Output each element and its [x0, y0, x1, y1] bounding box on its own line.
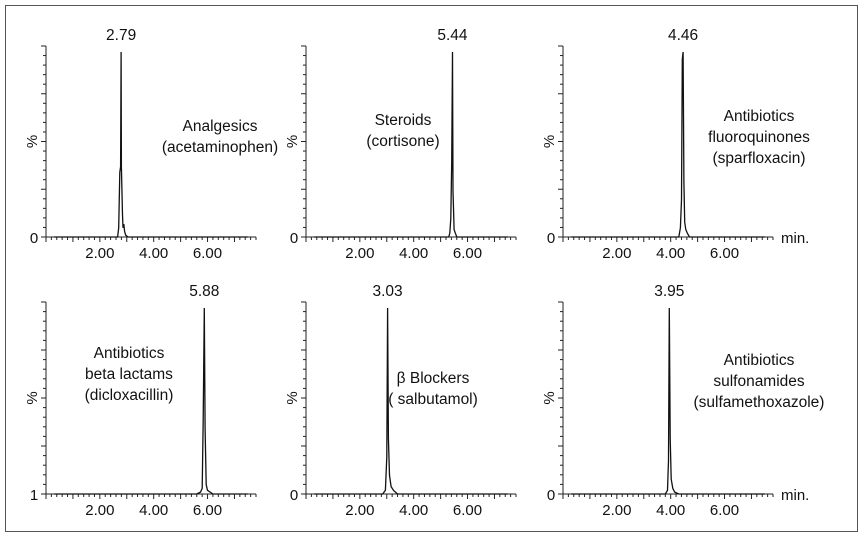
compound-label-line: (acetaminophen) [162, 139, 278, 156]
x-tick-label: 6.00 [193, 502, 222, 519]
x-tick-label: 4.00 [139, 245, 168, 262]
chart-panel-4: 2.00 4.00 6.00 1% 5.88 Antibiotics beta lactam… [24, 283, 256, 519]
x-tick-label: 6.00 [453, 502, 482, 519]
x-tick-label: 4.00 [656, 502, 685, 519]
x-unit-label: min. [781, 487, 809, 504]
y-origin-label: 1 [30, 487, 38, 504]
compound-label-line: β Blockers [397, 370, 470, 387]
compound-label-line: Antibiotics [94, 345, 165, 362]
chart-panel-6: 2.00 4.00 6.00 0% min. 3.95 Antibiotics sulfona… [541, 283, 824, 519]
x-unit-label: min. [781, 230, 809, 247]
x-tick-label: 4.00 [399, 502, 428, 519]
compound-label-line: Antibiotics [724, 108, 795, 125]
peak-retention-label: 4.46 [668, 27, 698, 44]
chart-panel-2: 2.00 4.00 6.00 0% 5.44 Steroids (cortisone) [284, 27, 516, 262]
x-tick-label: 2.00 [345, 502, 374, 519]
x-tick-label: 6.00 [193, 245, 222, 262]
chart-panel-3: 2.00 4.00 6.00 0% min. 4.46 Antibiotics fluoroq… [541, 27, 810, 262]
compound-label-line: (dicloxacillin) [85, 387, 174, 404]
compound-label-line: (cortisone) [366, 133, 439, 150]
peak-retention-label: 3.03 [372, 283, 402, 300]
peak-retention-label: 2.79 [106, 27, 136, 44]
peak-retention-label: 5.44 [437, 27, 468, 44]
y-axis-label: % [541, 135, 558, 148]
compound-label-line: (sparfloxacin) [712, 150, 805, 167]
x-tick-label: 6.00 [710, 245, 739, 262]
compound-label-line: (sulfamethoxazole) [694, 394, 825, 411]
chromatogram-figure: 2.00 4.00 6.00 0% 2.79 Analgesics (acetaminoph… [6, 6, 857, 531]
chart-panel-1: 2.00 4.00 6.00 0% 2.79 Analgesics (acetaminoph… [24, 27, 278, 262]
peak-retention-label: 3.95 [654, 283, 684, 300]
y-axis-label: % [284, 391, 301, 404]
x-tick-label: 2.00 [602, 502, 631, 519]
y-origin-label: 0 [30, 230, 38, 247]
x-tick-label: 4.00 [139, 502, 168, 519]
compound-label-line: Analgesics [183, 118, 258, 135]
compound-label-line: Steroids [375, 112, 432, 129]
x-tick-label: 6.00 [710, 502, 739, 519]
compound-label-line: ( salbutamol) [388, 391, 478, 408]
compound-label-line: sulfonamides [713, 373, 805, 390]
x-tick-label: 4.00 [656, 245, 685, 262]
y-axis-label: % [24, 135, 41, 148]
y-origin-label: 0 [547, 230, 555, 247]
x-tick-label: 2.00 [602, 245, 631, 262]
x-tick-label: 2.00 [345, 245, 374, 262]
x-tick-label: 4.00 [399, 245, 428, 262]
y-axis-label: % [541, 391, 558, 404]
x-tick-label: 6.00 [453, 245, 482, 262]
y-axis-label: % [24, 391, 41, 404]
x-tick-label: 2.00 [85, 502, 114, 519]
peak-retention-label: 5.88 [189, 283, 219, 300]
y-axis-label: % [284, 135, 301, 148]
y-origin-label: 0 [290, 230, 298, 247]
compound-label-line: fluoroquinones [708, 129, 810, 146]
x-tick-label: 2.00 [85, 245, 114, 262]
y-origin-label: 0 [547, 487, 555, 504]
compound-label-line: Antibiotics [724, 352, 795, 369]
figure-frame: 2.00 4.00 6.00 0% 2.79 Analgesics (acetaminoph… [5, 5, 858, 532]
chart-panel-5: 2.00 4.00 6.00 0% 3.03 β Blockers ( salbutamol… [284, 283, 516, 519]
y-origin-label: 0 [290, 487, 298, 504]
compound-label-line: beta lactams [85, 366, 173, 383]
